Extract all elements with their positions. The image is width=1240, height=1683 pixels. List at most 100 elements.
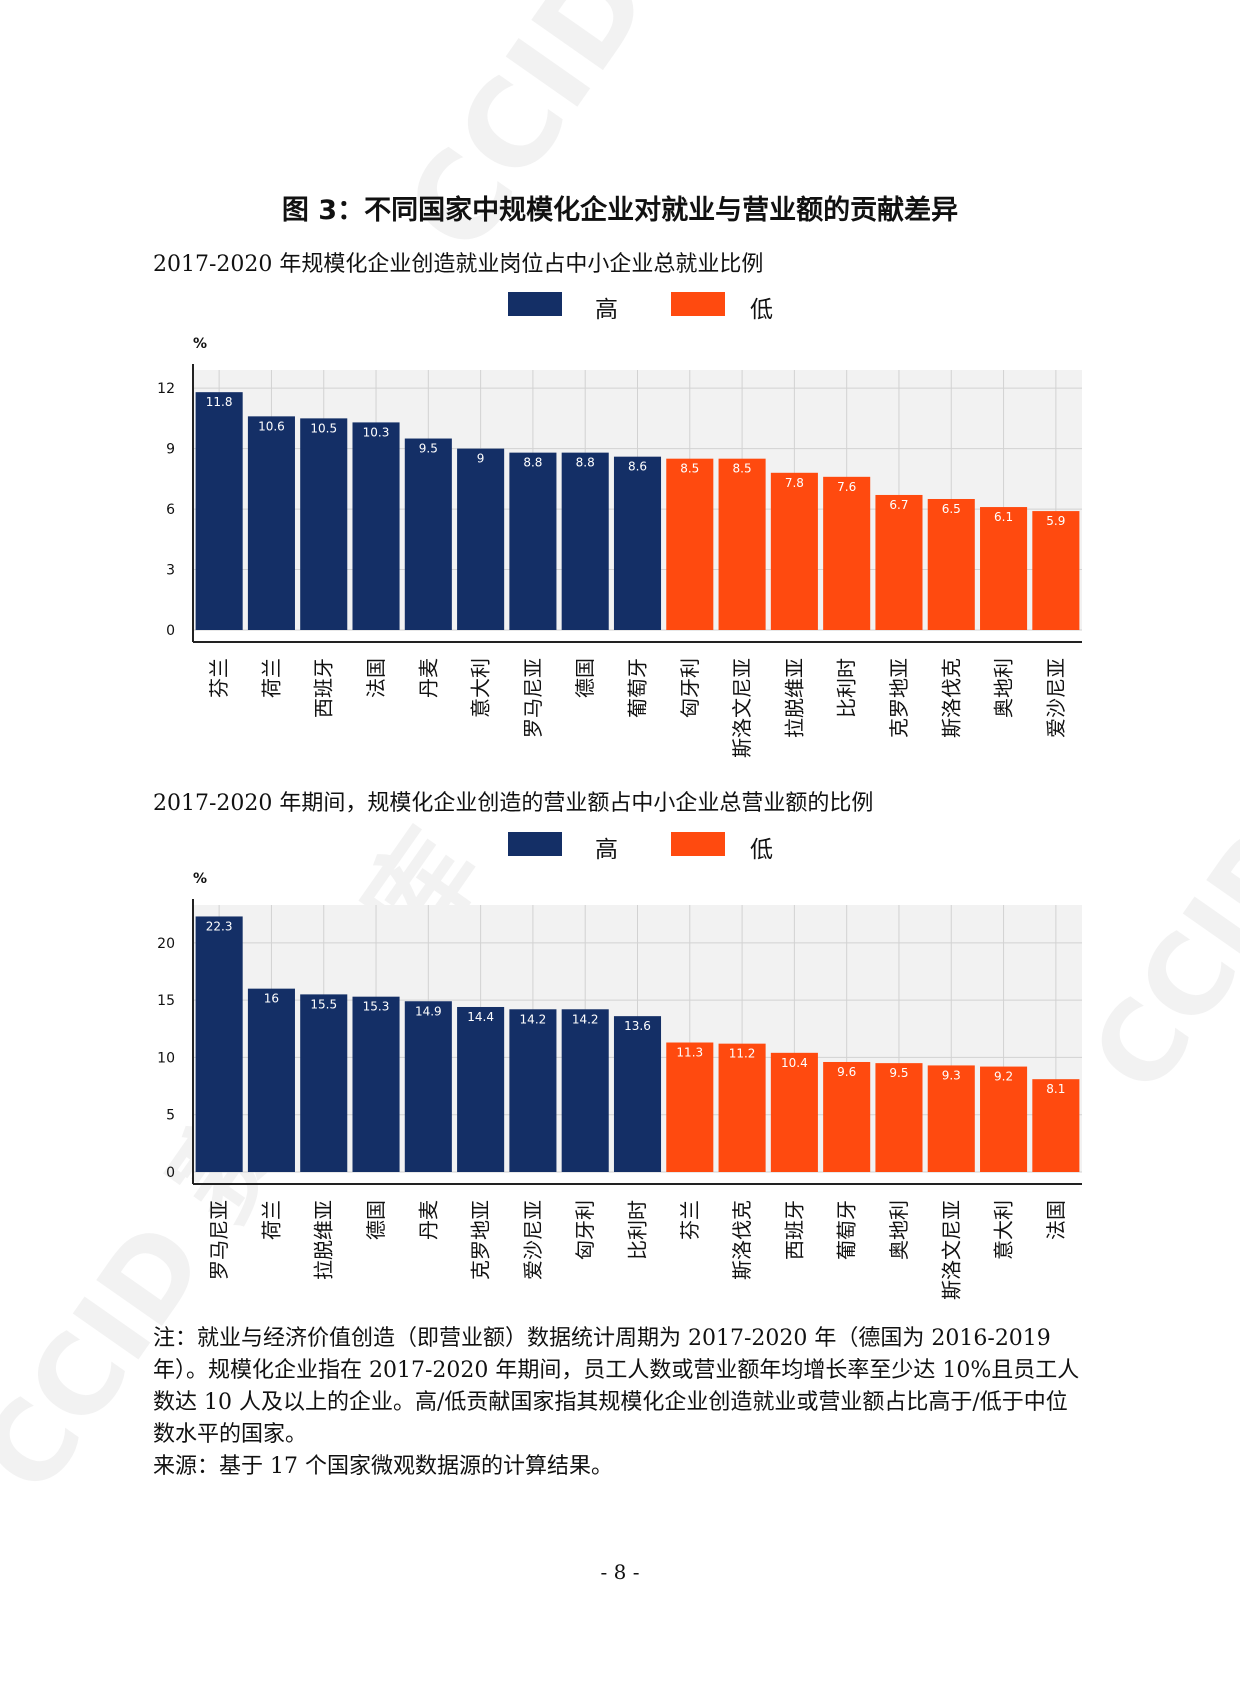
bar-value-label: 6.5 <box>942 502 961 516</box>
x-category-label: 法国 <box>364 658 388 698</box>
x-category-label: 比利时 <box>626 1200 650 1260</box>
x-category-label: 斯洛伐克 <box>730 1200 754 1280</box>
bar <box>1032 511 1080 630</box>
bar <box>718 1043 766 1172</box>
bar-value-label: 8.5 <box>680 462 699 476</box>
bar-value-label: 6.7 <box>889 498 908 512</box>
x-category-label: 芬兰 <box>678 1200 702 1240</box>
legend-high-label: 高 <box>595 297 618 323</box>
bar <box>247 988 295 1172</box>
bar <box>980 507 1028 630</box>
bar-value-label: 14.9 <box>415 1004 442 1018</box>
x-category-label: 意大利 <box>992 1200 1016 1260</box>
bar-value-label: 10.5 <box>310 421 337 435</box>
bar <box>561 452 609 630</box>
chart2-legend: 高 低 <box>508 830 828 863</box>
y-tick-label: 15 <box>157 993 175 1009</box>
bar-value-label: 11.8 <box>206 395 233 409</box>
x-category-label: 克罗地亚 <box>469 1200 493 1280</box>
x-category-label: 罗马尼亚 <box>521 658 545 738</box>
bar <box>823 476 871 630</box>
bar <box>457 448 505 630</box>
bar <box>509 1009 557 1172</box>
x-category-label: 拉脱维亚 <box>782 658 806 738</box>
legend-low-swatch <box>671 832 725 856</box>
bar <box>927 1065 975 1172</box>
bar <box>300 418 348 630</box>
bar <box>666 1042 714 1172</box>
bar-value-label: 7.6 <box>837 480 856 494</box>
x-category-label: 葡萄牙 <box>835 1200 859 1260</box>
y-tick-label: 5 <box>166 1108 175 1124</box>
bar-value-label: 8.8 <box>576 456 595 470</box>
x-category-label: 丹麦 <box>416 1200 440 1240</box>
bar-value-label: 9.6 <box>837 1065 856 1079</box>
source-text: 来源：基于 17 个国家微观数据源的计算结果。 <box>153 1454 613 1479</box>
bar <box>770 472 818 630</box>
y-tick-label: 0 <box>166 623 175 639</box>
x-category-label: 意大利 <box>469 658 493 718</box>
bar-value-label: 9.3 <box>942 1068 961 1082</box>
legend-low-label: 低 <box>750 837 773 863</box>
bar-value-label: 14.2 <box>572 1012 599 1026</box>
x-category-label: 爱沙尼亚 <box>521 1200 545 1280</box>
chart1-legend: 高 低 <box>508 290 828 323</box>
x-category-label: 比利时 <box>835 658 859 718</box>
bar <box>927 498 975 630</box>
bar-value-label: 8.1 <box>1046 1082 1065 1096</box>
bar-value-label: 7.8 <box>785 476 804 490</box>
bar-value-label: 11.3 <box>676 1046 703 1060</box>
bar <box>980 1066 1028 1172</box>
bar-value-label: 22.3 <box>206 919 233 933</box>
x-category-label: 西班牙 <box>782 1200 806 1260</box>
bar <box>195 916 243 1172</box>
bar-value-label: 8.6 <box>628 460 647 474</box>
legend-high-swatch <box>508 832 562 856</box>
x-category-label: 拉脱维亚 <box>312 1200 336 1280</box>
bar-value-label: 8.5 <box>733 462 752 476</box>
y-tick-label: 6 <box>166 502 175 518</box>
bar <box>875 1063 923 1172</box>
bar-value-label: 5.9 <box>1046 514 1065 528</box>
x-category-label: 斯洛伐克 <box>939 658 963 738</box>
x-category-label: 芬兰 <box>207 658 231 698</box>
bar-value-label: 14.2 <box>520 1012 547 1026</box>
x-category-label: 德国 <box>364 1200 388 1240</box>
figure-title: 图 3：不同国家中规模化企业对就业与营业额的贡献差异 <box>281 195 959 226</box>
bar <box>352 996 400 1172</box>
x-category-label: 奥地利 <box>992 658 1016 718</box>
x-category-label: 匈牙利 <box>573 1200 597 1260</box>
bar-value-label: 15.3 <box>363 1000 390 1014</box>
note-text: 注：就业与经济价值创造（即营业额）数据统计周期为 2017-2020 年（德国为… <box>153 1326 1080 1447</box>
x-category-label: 德国 <box>573 658 597 698</box>
x-category-label: 匈牙利 <box>678 658 702 718</box>
x-category-label: 克罗地亚 <box>887 658 911 738</box>
page-number: - 8 - <box>600 1560 640 1584</box>
y-tick-label: 3 <box>166 563 175 579</box>
notes-block: 注：就业与经济价值创造（即营业额）数据统计周期为 2017-2020 年（德国为… <box>153 1323 1087 1483</box>
bar <box>666 458 714 630</box>
y-axis-unit: % <box>193 871 207 887</box>
bar <box>718 458 766 630</box>
bar-value-label: 14.4 <box>467 1010 494 1024</box>
x-category-label: 荷兰 <box>259 658 283 698</box>
turnover-share-chart: 0 5 10 15 20% 22.3 16 15.5 15.3 14.9 14.4 14.2 14.2 1… <box>157 871 1082 1300</box>
bar-value-label: 16 <box>264 992 279 1006</box>
bar <box>823 1061 871 1172</box>
bar <box>404 438 452 630</box>
bar <box>195 392 243 630</box>
bar <box>404 1001 452 1172</box>
x-category-label: 斯洛文尼亚 <box>730 658 754 758</box>
legend-high-label: 高 <box>595 837 618 863</box>
y-tick-label: 9 <box>166 442 175 458</box>
bar <box>1032 1079 1080 1172</box>
bar-value-label: 9.5 <box>889 1066 908 1080</box>
bar-value-label: 9.2 <box>994 1070 1013 1084</box>
bar <box>457 1006 505 1172</box>
bar <box>875 494 923 630</box>
bar-value-label: 10.4 <box>781 1056 808 1070</box>
x-category-label: 葡萄牙 <box>626 658 650 718</box>
y-axis-unit: % <box>193 336 207 352</box>
bar <box>509 452 557 630</box>
bar <box>247 416 295 630</box>
